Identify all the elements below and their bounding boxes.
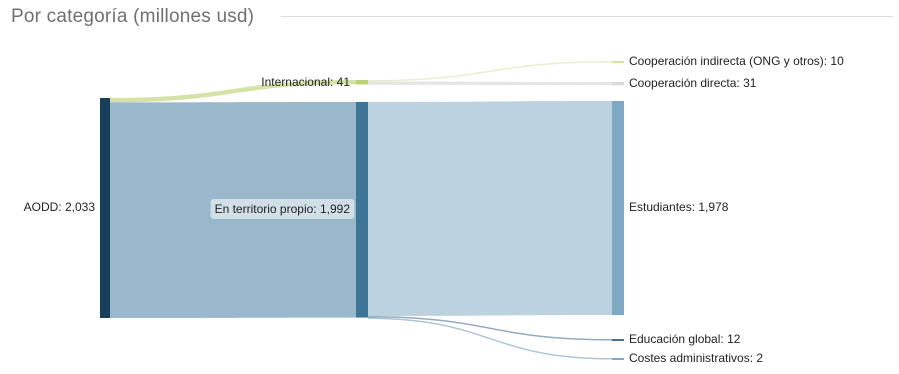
sankey-label-costes_admin: Costes administrativos: 2: [629, 351, 763, 365]
sankey-link-territorio-costes_admin[interactable]: [368, 317, 612, 360]
sankey-link-internacional-coop_directa[interactable]: [368, 81, 612, 86]
sankey-node-aodd[interactable]: [100, 98, 110, 318]
sankey-label-estudiantes: Estudiantes: 1,978: [629, 200, 729, 214]
sankey-link-territorio-estudiantes[interactable]: [368, 101, 612, 317]
sankey-link-internacional-coop_indirecta[interactable]: [368, 61, 612, 82]
sankey-node-educacion_global[interactable]: [612, 339, 624, 341]
sankey-link-aodd-internacional[interactable]: [110, 80, 356, 103]
sankey-label-aodd: AODD: 2,033: [24, 200, 96, 214]
sankey-label-coop_directa: Cooperación directa: 31: [629, 76, 757, 90]
sankey-node-coop_indirecta[interactable]: [612, 61, 624, 63]
sankey-node-territorio[interactable]: [356, 102, 368, 318]
title-divider: [281, 16, 893, 17]
sankey-node-estudiantes[interactable]: [612, 101, 624, 316]
sankey-label-territorio: En territorio propio: 1,992: [215, 202, 351, 216]
sankey-labels: AODD: 2,033 Internacional: 41 En territori…: [24, 54, 844, 365]
sankey-label-coop_indirecta: Cooperación indirecta (ONG y otros): 10: [629, 54, 844, 68]
sankey-node-coop_directa[interactable]: [612, 82, 624, 86]
sankey-label-educacion_global: Educación global: 12: [629, 332, 741, 346]
sankey-nodes: [100, 61, 624, 360]
sankey-node-costes_admin[interactable]: [612, 358, 624, 360]
sankey-link-territorio-educacion_global[interactable]: [368, 316, 612, 341]
sankey-label-internacional: Internacional: 41: [261, 75, 350, 89]
chart-header: Por categoría (millones usd): [11, 4, 893, 30]
sankey-node-internacional[interactable]: [356, 80, 368, 85]
sankey-label-bg-territorio: [210, 198, 355, 219]
chart-title: Por categoría (millones usd): [11, 6, 255, 27]
